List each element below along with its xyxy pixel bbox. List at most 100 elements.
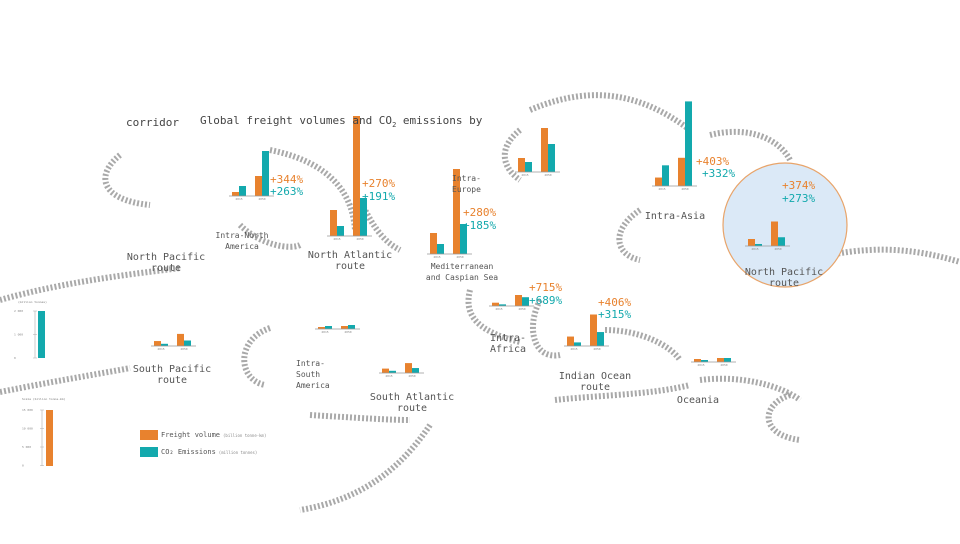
legend-freight-label: Freight volume: [161, 431, 221, 439]
co2-change-label: +315%: [598, 308, 632, 321]
region-label: Mediterranean and Caspian Sea: [425, 262, 499, 282]
bar-group: 2015 2050: [691, 358, 736, 367]
year-tick-label: 2015: [235, 197, 242, 201]
co2-bar: [685, 101, 692, 186]
freight-change-label: +715%: [529, 281, 563, 294]
freight-bar: [405, 363, 412, 373]
chart-title: Global freight volumes and CO2 emissions…: [200, 114, 483, 130]
region-label: Intra- South America: [296, 359, 330, 390]
bar-group: 2015 2050: [315, 325, 360, 334]
co2-bar: [522, 297, 529, 306]
year-tick-label: 2015: [751, 247, 758, 251]
freight-bar: [678, 157, 685, 186]
year-tick-label: 2050: [720, 363, 727, 367]
legend-co2: CO₂ Emissions (million tonnes): [140, 447, 257, 457]
bar-group: 2015 2050: [564, 314, 609, 351]
co2-bar: [360, 198, 367, 236]
co2-bar: [525, 162, 532, 172]
scale-tick-label: 2 000: [14, 309, 23, 313]
region-label: Intra- Africa: [489, 333, 527, 355]
route-arrow: [529, 298, 561, 359]
co2-bar: [389, 370, 396, 373]
bar-group: 2015 2050: [379, 363, 424, 378]
year-tick-label: 2050: [681, 187, 688, 191]
bar-group: 2015 2050: [745, 221, 790, 251]
co2-bar: [184, 340, 191, 346]
route-arrow: [102, 152, 151, 208]
co2-change-label: +332%: [702, 167, 736, 180]
bar-group: 2015 2050: [515, 128, 560, 177]
legend-co2-label: CO₂ Emissions: [161, 448, 216, 456]
year-tick-label: 2015: [157, 347, 164, 351]
freight-bar: [771, 221, 778, 246]
bar-group: 2015 2050: [489, 295, 534, 311]
scale-co2-bar: [38, 311, 45, 358]
co2-bar: [724, 358, 731, 362]
co2-bar: [778, 237, 785, 246]
freight-bar: [518, 158, 525, 172]
route-arrow: [554, 382, 691, 403]
freight-bar: [717, 358, 724, 362]
year-tick-label: 2015: [658, 187, 665, 191]
route-arrow: [501, 127, 522, 183]
region-label: Intra-Asia: [644, 211, 706, 222]
region-label: North Atlantic route: [307, 250, 393, 272]
region-label: Indian Ocean route: [558, 371, 632, 393]
co2-bar: [499, 304, 506, 306]
arrow-layer: [0, 92, 960, 513]
freight-bar: [694, 359, 701, 362]
scale-tick-label: 10 000: [22, 427, 33, 431]
bar-group: 2015 2050: [327, 116, 372, 241]
year-tick-label: 2050: [180, 347, 187, 351]
route-arrow: [465, 289, 521, 345]
freight-bar: [515, 295, 522, 306]
legend-co2-swatch: [140, 447, 158, 457]
region-label: North Pacific route: [126, 252, 206, 274]
highlight-layer: [722, 162, 848, 288]
route-arrow: [241, 325, 272, 388]
bar-group: 2015 2050: [151, 333, 196, 351]
co2-bar: [460, 224, 467, 254]
co2-change-label: +185%: [463, 219, 497, 232]
route-arrow: [604, 327, 683, 362]
freight-bar: [453, 169, 460, 254]
freight-bar: [154, 341, 161, 346]
route-arrow: [829, 246, 960, 265]
scale-co2-title: (million tonnes): [18, 300, 47, 304]
freight-change-label: +344%: [270, 173, 304, 186]
freight-bar: [492, 302, 499, 306]
co2-bar: [348, 325, 355, 329]
co2-bar: [239, 186, 246, 196]
freight-bar: [255, 176, 262, 196]
route-arrow: [765, 392, 801, 443]
year-tick-label: 2015: [333, 237, 340, 241]
year-tick-label: 2050: [344, 330, 351, 334]
bar-group: 2015 2050: [229, 151, 274, 201]
route-arrow: [309, 412, 411, 423]
freight-bar: [748, 239, 755, 246]
scale-tick-label: 0: [14, 356, 16, 360]
co2-bar: [412, 368, 419, 373]
region-label: Intra- Europe: [452, 174, 481, 194]
co2-bar: [755, 244, 762, 246]
freight-bar: [318, 327, 325, 329]
year-tick-label: 2015: [321, 330, 328, 334]
co2-bar: [574, 342, 581, 346]
year-tick-label: 2050: [544, 173, 551, 177]
region-label: South Pacific route: [132, 364, 212, 386]
freight-bar: [382, 368, 389, 373]
co2-bar: [662, 165, 669, 186]
year-tick-label: 2050: [456, 255, 463, 259]
co2-bar: [597, 332, 604, 346]
scale-freight-bar: [46, 410, 53, 466]
co2-bar: [325, 326, 332, 329]
year-tick-label: 2015: [570, 347, 577, 351]
region-label: North Pacific route: [744, 267, 824, 289]
route-arrow: [269, 147, 358, 231]
freight-bar: [655, 177, 662, 186]
route-arrow: [528, 92, 692, 133]
freight-change-label: +270%: [362, 177, 396, 190]
scale-tick-label: 5 000: [22, 445, 31, 449]
